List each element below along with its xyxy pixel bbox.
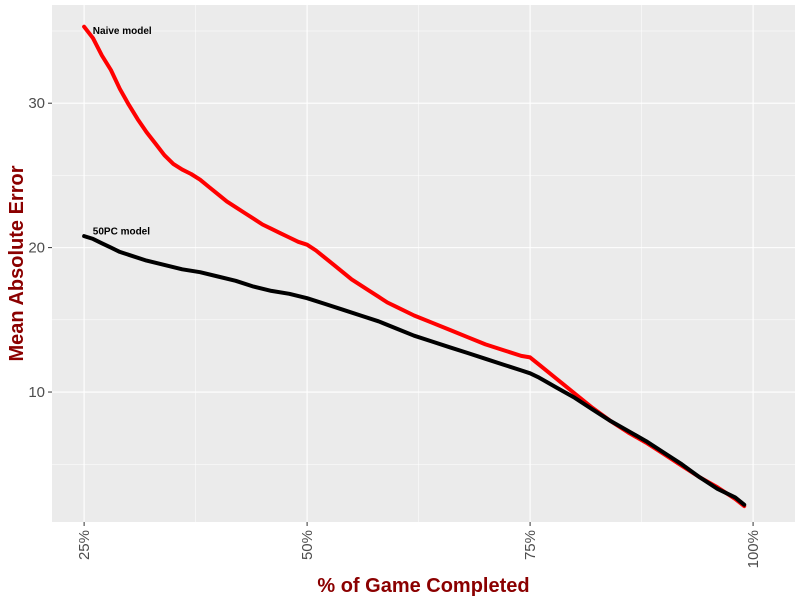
tick-labels: 25% 50% 75% 100% 10 20 30 [28, 95, 762, 568]
y-tick-label: 30 [28, 95, 45, 112]
series-annotation: Naive model [93, 26, 152, 37]
series-annotations: Naive model 50PC model [93, 26, 152, 238]
x-tick-label: 25% [76, 530, 93, 560]
series-annotation: 50PC model [93, 227, 150, 238]
series-line-50pc-model [82, 234, 747, 507]
y-tick-label: 10 [28, 384, 45, 401]
y-axis-title: Mean Absolute Error [6, 165, 28, 361]
axis-ticks [48, 102, 754, 526]
plot-panel [52, 5, 795, 522]
series-line-naive-model [82, 24, 747, 509]
major-gridlines [52, 5, 795, 522]
x-tick-label: 75% [522, 530, 539, 560]
x-axis-title: % of Game Completed [317, 575, 529, 597]
minor-gridlines [52, 5, 795, 522]
series-lines [82, 24, 747, 509]
x-tick-label: 100% [745, 530, 762, 568]
y-tick-label: 20 [28, 240, 45, 257]
x-tick-label: 50% [299, 530, 316, 560]
